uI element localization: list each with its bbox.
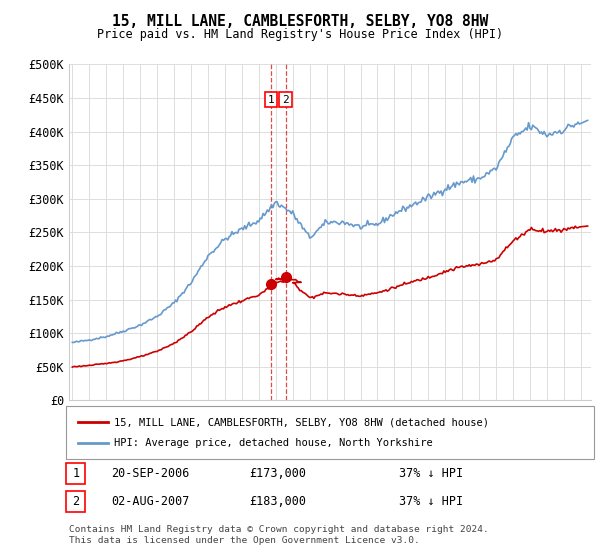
Text: 15, MILL LANE, CAMBLESFORTH, SELBY, YO8 8HW: 15, MILL LANE, CAMBLESFORTH, SELBY, YO8 … bbox=[112, 14, 488, 29]
Text: HPI: Average price, detached house, North Yorkshire: HPI: Average price, detached house, Nort… bbox=[114, 438, 433, 448]
Text: 37% ↓ HPI: 37% ↓ HPI bbox=[399, 494, 463, 508]
Text: Price paid vs. HM Land Registry's House Price Index (HPI): Price paid vs. HM Land Registry's House … bbox=[97, 28, 503, 41]
Text: 37% ↓ HPI: 37% ↓ HPI bbox=[399, 466, 463, 480]
Text: 1: 1 bbox=[72, 466, 79, 480]
Text: 15, MILL LANE, CAMBLESFORTH, SELBY, YO8 8HW (detached house): 15, MILL LANE, CAMBLESFORTH, SELBY, YO8 … bbox=[114, 417, 489, 427]
Text: 20-SEP-2006: 20-SEP-2006 bbox=[111, 466, 190, 480]
Text: 02-AUG-2007: 02-AUG-2007 bbox=[111, 494, 190, 508]
Text: 2: 2 bbox=[72, 494, 79, 508]
Text: £183,000: £183,000 bbox=[249, 494, 306, 508]
Text: 2: 2 bbox=[282, 95, 289, 105]
Text: 1: 1 bbox=[268, 95, 274, 105]
Text: Contains HM Land Registry data © Crown copyright and database right 2024.
This d: Contains HM Land Registry data © Crown c… bbox=[69, 525, 489, 545]
Text: £173,000: £173,000 bbox=[249, 466, 306, 480]
